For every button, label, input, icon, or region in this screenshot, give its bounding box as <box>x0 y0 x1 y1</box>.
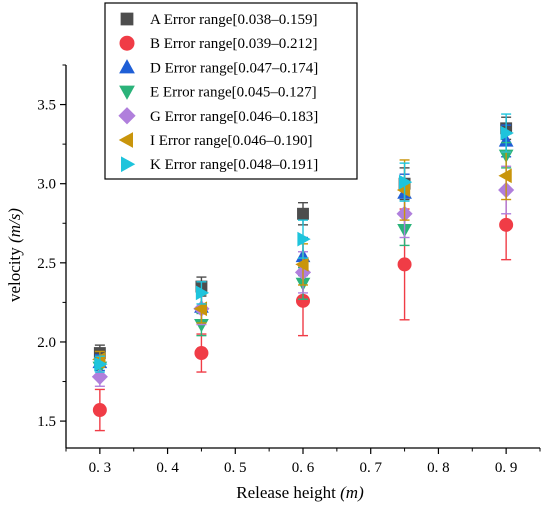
data-point <box>397 257 412 272</box>
legend-item: I Error range[0.046–0.190] <box>118 132 312 149</box>
plot-area <box>91 113 515 432</box>
data-point <box>296 293 310 308</box>
data-point <box>500 125 514 141</box>
legend-marker <box>118 132 133 148</box>
series-6 <box>94 113 514 373</box>
x-tick-label: 0. 4 <box>156 460 179 476</box>
legend-box <box>104 2 358 180</box>
y-tick-label: 3.5 <box>37 98 56 114</box>
legend-marker <box>119 59 135 74</box>
data-point <box>398 174 413 190</box>
y-tick-label: 1.5 <box>37 414 56 430</box>
data-point <box>295 257 309 272</box>
legend-item: B Error range[0.039–0.212] <box>119 35 317 52</box>
x-axis-title: Release height (m) <box>236 483 364 502</box>
x-tick-label: 0. 9 <box>495 460 518 476</box>
legend-label: A Error range[0.038–0.159] <box>150 12 317 28</box>
x-tick-label: 0. 7 <box>359 460 382 476</box>
legend-item: G Error range[0.046–0.183] <box>118 107 318 125</box>
data-point <box>498 168 512 184</box>
axes: 0. 3 0. 4 0. 5 0. 6 0. 7 0. 8 0. 9 1.5 2.0 2.5 3.0… <box>37 64 541 476</box>
legend-item: E Error range[0.045–0.127] <box>119 85 317 101</box>
legend-marker <box>119 85 135 100</box>
y-tick-label: 2.5 <box>37 256 56 272</box>
legend-label: B Error range[0.039–0.212] <box>150 36 317 52</box>
x-tick-label: 0. 8 <box>427 460 450 476</box>
legend-label: D Error range[0.047–0.174] <box>150 60 318 76</box>
x-tick-label: 0. 6 <box>292 460 315 476</box>
data-point <box>297 207 309 220</box>
data-point <box>94 356 108 372</box>
data-point <box>92 403 107 418</box>
data-point <box>193 301 208 317</box>
legend-marker <box>120 12 134 26</box>
legend-item: A Error range[0.038–0.159] <box>120 12 317 28</box>
x-tick-label: 0. 3 <box>89 460 112 476</box>
legend-label: I Error range[0.046–0.190] <box>150 133 312 149</box>
data-point <box>297 231 311 247</box>
data-point <box>194 346 209 361</box>
x-tick-label: 0. 5 <box>224 460 247 476</box>
legend-label: G Error range[0.046–0.183] <box>150 109 318 125</box>
y-axis-title: velocity (m/s) <box>5 208 24 302</box>
y-tick-label: 2.0 <box>37 335 56 351</box>
legend-item: K Error range[0.048–0.191] <box>121 156 318 173</box>
y-tick-label: 3.0 <box>37 177 56 193</box>
data-point <box>91 368 108 385</box>
legend-marker <box>121 156 136 173</box>
data-point <box>195 285 210 301</box>
data-point <box>396 182 411 198</box>
legend-label: K Error range[0.048–0.191] <box>150 157 318 173</box>
legend-marker <box>119 35 135 51</box>
legend: A Error range[0.038–0.159] B Error range[… <box>104 2 358 180</box>
legend-marker <box>118 107 136 125</box>
legend-item: D Error range[0.047–0.174] <box>119 59 318 76</box>
legend-label: E Error range[0.045–0.127] <box>150 85 317 101</box>
data-point <box>499 217 514 232</box>
